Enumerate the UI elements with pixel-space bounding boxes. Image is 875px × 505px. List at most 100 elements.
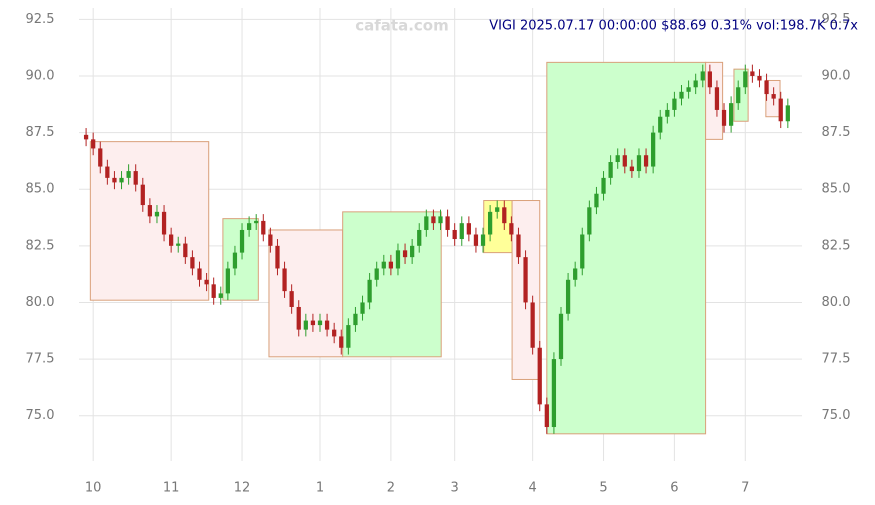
y-tick-label-right: 77.5 xyxy=(822,352,851,367)
candle-body xyxy=(452,229,457,240)
x-tick-label: 2 xyxy=(387,481,395,496)
candle-body xyxy=(622,155,627,167)
x-tick-label: 11 xyxy=(163,481,180,496)
candle-body xyxy=(289,291,294,307)
candle-body xyxy=(246,223,252,230)
candle-body xyxy=(183,243,188,258)
candle-body xyxy=(516,234,521,258)
y-tick-label: 87.5 xyxy=(26,125,55,140)
candle-body xyxy=(154,211,160,217)
candle-body xyxy=(126,171,131,178)
candle-body xyxy=(658,116,663,133)
candle-body xyxy=(353,313,358,326)
candle-body xyxy=(190,257,195,269)
y-tick-label: 75.0 xyxy=(26,408,55,423)
candle-body xyxy=(417,229,422,246)
candle-body xyxy=(728,103,734,126)
candle-body xyxy=(743,71,748,88)
candle-body xyxy=(466,223,471,235)
candle-body xyxy=(225,268,230,294)
candles xyxy=(83,64,790,434)
x-tick-label: 6 xyxy=(670,481,678,496)
candle-body xyxy=(473,234,479,246)
candle-body xyxy=(360,302,365,314)
candle-body xyxy=(112,177,117,183)
candle-body xyxy=(410,245,415,258)
candle-body xyxy=(431,216,436,224)
y-tick-label: 82.5 xyxy=(26,238,55,253)
candle-body xyxy=(721,109,727,126)
candle-body xyxy=(424,216,429,230)
candle-body xyxy=(714,87,720,110)
candle-body xyxy=(282,268,287,292)
candle-body xyxy=(565,279,571,314)
candle-body xyxy=(594,193,599,208)
candle-body xyxy=(438,216,443,224)
candle-body xyxy=(317,320,323,326)
candle-body xyxy=(757,75,762,81)
candle-body xyxy=(707,71,712,88)
x-tick-label: 3 xyxy=(451,481,459,496)
candle-body xyxy=(672,98,677,110)
candle-body xyxy=(218,293,223,298)
candle-body xyxy=(551,359,557,428)
candle-body xyxy=(176,243,181,246)
candle-body xyxy=(764,80,769,95)
x-tick-label: 7 xyxy=(741,481,749,496)
candle-body xyxy=(395,250,401,269)
watermark: cafata.com xyxy=(355,17,448,35)
candle-body xyxy=(693,80,698,88)
candle-body xyxy=(558,313,564,360)
candle-body xyxy=(381,261,386,269)
candle-body xyxy=(643,155,649,167)
candle-body xyxy=(133,171,138,185)
chart-title: VIGI 2025.07.17 00:00:00 $88.69 0.31% vo… xyxy=(489,19,858,34)
candle-body xyxy=(211,284,216,298)
candle-body xyxy=(232,252,238,269)
candle-body xyxy=(147,205,153,217)
y-tick-label-right: 92.5 xyxy=(822,12,851,27)
candle-body xyxy=(651,132,656,167)
candle-body xyxy=(530,302,535,348)
x-tick-label: 12 xyxy=(234,481,251,496)
candle-body xyxy=(750,71,755,76)
x-tick-label: 10 xyxy=(85,481,102,496)
candle-body xyxy=(495,207,500,212)
y-tick-label: 92.5 xyxy=(26,12,55,27)
candle-body xyxy=(388,261,394,269)
candle-body xyxy=(487,211,493,235)
candle-body xyxy=(140,184,145,206)
y-tick-label: 80.0 xyxy=(26,295,55,310)
candle-body xyxy=(537,347,542,405)
y-tick-label: 77.5 xyxy=(26,352,55,367)
candle-body xyxy=(402,250,408,258)
zone xyxy=(342,211,442,358)
candle-body xyxy=(275,245,280,269)
candle-body xyxy=(700,71,705,81)
candle-body xyxy=(544,404,549,428)
candle-body xyxy=(254,220,259,224)
candle-body xyxy=(523,257,528,303)
candle-body xyxy=(169,234,174,246)
x-tick-label: 1 xyxy=(316,481,324,496)
candle-body xyxy=(261,220,266,235)
candle-body xyxy=(778,98,783,122)
x-tick-label: 5 xyxy=(599,481,607,496)
x-tick-label: 4 xyxy=(529,481,537,496)
y-tick-label-right: 80.0 xyxy=(822,295,851,310)
candle-body xyxy=(197,268,202,280)
candle-body xyxy=(303,320,308,330)
candle-body xyxy=(445,216,450,230)
y-tick-label: 90.0 xyxy=(26,68,55,83)
candle-body xyxy=(339,336,344,348)
candle-body xyxy=(268,234,273,246)
candle-body xyxy=(608,162,613,178)
candle-body xyxy=(679,91,684,99)
candle-body xyxy=(346,325,351,348)
candle-body xyxy=(771,94,776,99)
candle-body xyxy=(480,234,486,246)
y-tick-label-right: 75.0 xyxy=(822,408,851,423)
candle-body xyxy=(615,155,620,163)
candle-body xyxy=(459,223,464,240)
candle-body xyxy=(374,268,379,280)
